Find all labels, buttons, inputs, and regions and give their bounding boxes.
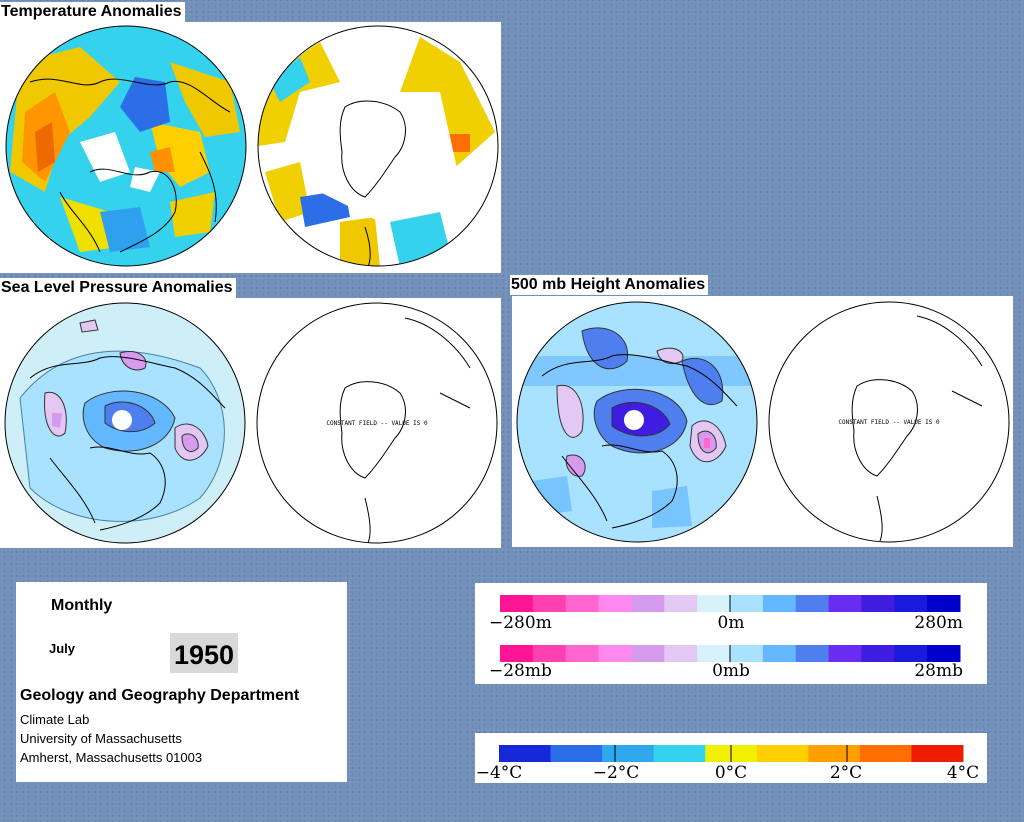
- sea-level-pressure-anomalies-title: Sea Level Pressure Anomalies: [0, 278, 236, 298]
- height-color-scale: [500, 595, 961, 612]
- height-scale-max-label: 280m: [914, 613, 963, 633]
- period-label: Monthly: [51, 597, 113, 614]
- pressure-scale-max-label: 28mb: [914, 661, 963, 681]
- sea-level-pressure-anomalies-panel: CONSTANT FIELD -- VALUE IS 0: [0, 298, 501, 548]
- temperature-tick-label: 0°C: [715, 763, 747, 783]
- height-scale-swatch: [631, 595, 665, 612]
- pressure-map-southern-hemisphere: CONSTANT FIELD -- VALUE IS 0: [256, 302, 498, 544]
- temperature-tick-label: 2°C: [830, 763, 862, 783]
- height-scale-min-label: −280m: [489, 613, 552, 633]
- address-label: Amherst, Massachusetts 01003: [20, 750, 203, 765]
- height-scale-swatch: [532, 595, 567, 612]
- pressure-scale-swatch: [598, 645, 632, 662]
- height-scale-swatch: [730, 595, 764, 612]
- temperature-scale-swatch: [653, 745, 706, 762]
- height-scale-swatch: [894, 595, 928, 612]
- height-scale-swatch: [795, 595, 830, 612]
- department-label: Geology and Geography Department: [20, 687, 300, 704]
- temperature-tick-label: −2°C: [593, 763, 640, 783]
- pressure-scale-swatch: [500, 645, 534, 662]
- height-scale-swatch: [861, 595, 895, 612]
- temperature-anomalies-panel: [0, 22, 501, 273]
- year-badge: 1950: [170, 633, 239, 673]
- temperature-tick-label: −4°C: [476, 763, 523, 783]
- pressure-scale-swatch: [927, 645, 961, 662]
- height-scale-swatch: [500, 595, 534, 612]
- height-anomalies-panel: CONSTANT FIELD -- VALUE IS 0: [512, 296, 1013, 547]
- pressure-scale-swatch: [532, 645, 567, 662]
- height-constant-field-note: CONSTANT FIELD -- VALUE IS 0: [838, 419, 940, 426]
- temperature-color-scale: [499, 745, 964, 762]
- height-scale-swatch: [828, 595, 862, 612]
- temperature-scale-swatch: [602, 745, 655, 762]
- temperature-anomalies-title: Temperature Anomalies: [0, 2, 185, 22]
- height-scale-zero-label: 0m: [718, 613, 745, 633]
- pressure-scale-swatch: [664, 645, 698, 662]
- pressure-constant-field-note: CONSTANT FIELD -- VALUE IS 0: [326, 420, 428, 427]
- temperature-scale-swatch: [550, 745, 603, 762]
- pressure-scale-swatch: [565, 645, 600, 662]
- pressure-scale-min-label: −28mb: [489, 661, 552, 681]
- pressure-scale-swatch: [762, 645, 797, 662]
- height-scale-swatch: [927, 595, 961, 612]
- height-scale-swatch: [565, 595, 600, 612]
- pressure-scale-swatch: [631, 645, 665, 662]
- height-anomalies-title: 500 mb Height Anomalies: [510, 275, 709, 295]
- lab-label: Climate Lab: [20, 712, 90, 727]
- info-box: Monthly July 1950 Geology and Geography …: [16, 582, 347, 782]
- temperature-scale-swatch: [911, 745, 964, 762]
- pressure-scale-swatch: [828, 645, 862, 662]
- temperature-scale-swatch: [756, 745, 809, 762]
- month-label: July: [49, 641, 76, 656]
- pressure-scale-swatch: [730, 645, 764, 662]
- height-scale-swatch: [598, 595, 632, 612]
- temperature-scale-swatch: [808, 745, 861, 762]
- pressure-map-northern-hemisphere: [4, 302, 246, 544]
- height-map-northern-hemisphere: [516, 301, 758, 543]
- temperature-tick-label: 4°C: [947, 763, 979, 783]
- anomaly-color-legend: −280m 0m 280m −28mb 0mb 28mb: [475, 583, 987, 684]
- temperature-scale-swatch: [499, 745, 552, 762]
- temperature-map-northern-hemisphere: [5, 25, 247, 267]
- pressure-scale-swatch: [894, 645, 928, 662]
- pressure-scale-swatch: [795, 645, 830, 662]
- height-map-southern-hemisphere: CONSTANT FIELD -- VALUE IS 0: [768, 301, 1010, 543]
- height-scale-swatch: [664, 595, 698, 612]
- height-scale-swatch: [697, 595, 731, 612]
- pressure-scale-swatch: [697, 645, 731, 662]
- university-label: University of Massachusetts: [20, 731, 182, 746]
- pressure-color-scale: [500, 645, 961, 662]
- height-scale-swatch: [762, 595, 797, 612]
- temperature-scale-swatch: [859, 745, 912, 762]
- pressure-scale-zero-label: 0mb: [712, 661, 750, 681]
- temperature-map-southern-hemisphere: [257, 25, 499, 267]
- temperature-color-legend: −4°C −2°C 0°C 2°C 4°C: [475, 733, 987, 783]
- pressure-scale-swatch: [861, 645, 895, 662]
